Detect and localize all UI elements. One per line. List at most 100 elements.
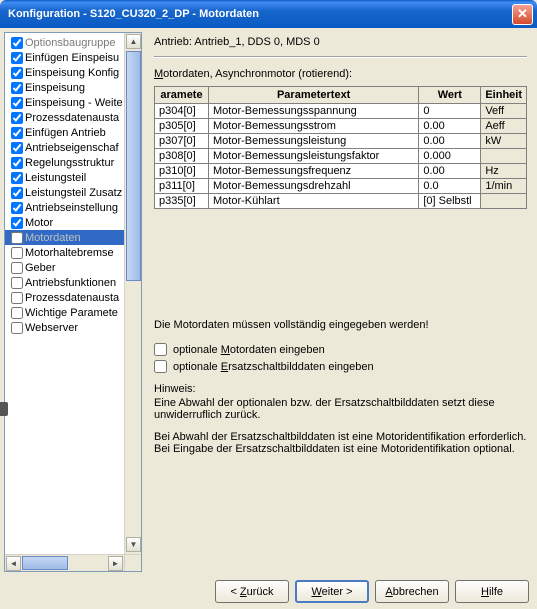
tree-item[interactable]: Antriebseinstellung <box>5 200 141 215</box>
table-row: p304[0]Motor-Bemessungsspannung0Veff <box>155 104 527 119</box>
scroll-down-icon[interactable]: ▼ <box>126 537 141 552</box>
window-title: Konfiguration - S120_CU320_2_DP - Motord… <box>4 8 259 20</box>
tree-item[interactable]: Motorhaltebremse <box>5 245 141 260</box>
table-cell[interactable]: 0.0 <box>419 179 481 194</box>
button-bar: < Zurück Weiter > Abbrechen Hilfe <box>0 576 537 609</box>
tree-list: OptionsbaugruppeEinfügen Einspeisu Einspe… <box>5 33 141 554</box>
tree-label: Antriebsfunktionen <box>25 277 116 289</box>
tree-item[interactable]: Geber <box>5 260 141 275</box>
tree-item[interactable]: Antriebsfunktionen <box>5 275 141 290</box>
main-panel: Antrieb: Antrieb_1, DDS 0, MDS 0 Motorda… <box>148 32 533 572</box>
close-button[interactable]: ✕ <box>512 4 533 25</box>
scroll-right-icon[interactable]: ► <box>108 556 123 571</box>
tree-label: Optionsbaugruppe <box>25 37 116 49</box>
tree-item[interactable]: Einfügen Einspeisu <box>5 50 141 65</box>
table-cell: Motor-Bemessungsleistung <box>209 134 419 149</box>
table-cell[interactable]: [0] Selbstl <box>419 194 481 209</box>
chk-opt1-label: optionale Motordaten eingeben <box>173 344 325 356</box>
tree-checkbox[interactable] <box>11 82 23 94</box>
back-button[interactable]: < Zurück <box>215 580 289 603</box>
checkbox-optional-ersatz[interactable]: optionale Ersatzschaltbilddaten eingeben <box>154 360 527 373</box>
tree-item[interactable]: Prozessdatenausta <box>5 290 141 305</box>
table-cell: Motor-Kühlart <box>209 194 419 209</box>
table-cell: Motor-Bemessungsfrequenz <box>209 164 419 179</box>
tree-label: Leistungsteil <box>25 172 86 184</box>
tree-checkbox[interactable] <box>11 277 23 289</box>
tree-checkbox[interactable] <box>11 172 23 184</box>
tree-item[interactable]: Leistungsteil Zusatz <box>5 185 141 200</box>
tree-item[interactable]: Einfügen Antrieb <box>5 125 141 140</box>
checkbox-optional-motordaten[interactable]: optionale Motordaten eingeben <box>154 343 527 356</box>
drive-info: Antrieb: Antrieb_1, DDS 0, MDS 0 <box>154 36 527 48</box>
tree-checkbox[interactable] <box>11 217 23 229</box>
table-row: p311[0]Motor-Bemessungsdrehzahl0.01/min <box>155 179 527 194</box>
table-cell: Motor-Bemessungsleistungsfaktor <box>209 149 419 164</box>
tree-checkbox[interactable] <box>11 292 23 304</box>
table-cell: p311[0] <box>155 179 209 194</box>
tree-checkbox[interactable] <box>11 52 23 64</box>
tree-checkbox[interactable] <box>11 202 23 214</box>
tree-checkbox[interactable] <box>11 97 23 109</box>
cancel-button[interactable]: Abbrechen <box>375 580 449 603</box>
tree-checkbox[interactable] <box>11 142 23 154</box>
table-cell[interactable]: 0.00 <box>419 119 481 134</box>
tree-item[interactable]: Motordaten <box>5 230 141 245</box>
tree-checkbox[interactable] <box>11 37 23 49</box>
tree-label: Motordaten <box>25 232 81 244</box>
tree-item[interactable]: Wichtige Paramete <box>5 305 141 320</box>
tree-label: Einfügen Antrieb <box>25 127 106 139</box>
table-cell: Veff <box>481 104 527 119</box>
next-button[interactable]: Weiter > <box>295 580 369 603</box>
hint-text-1: Eine Abwahl der optionalen bzw. der Ersa… <box>154 397 527 421</box>
table-cell[interactable]: 0.00 <box>419 164 481 179</box>
tree-label: Motor <box>25 217 53 229</box>
hint-label: Hinweis: <box>154 383 527 395</box>
table-cell[interactable]: 0 <box>419 104 481 119</box>
tree-checkbox[interactable] <box>11 232 23 244</box>
tree-label: Einspeisung Konfig <box>25 67 119 79</box>
tree-item[interactable]: Einspeisung Konfig <box>5 65 141 80</box>
table-cell: 1/min <box>481 179 527 194</box>
table-cell: p304[0] <box>155 104 209 119</box>
tree-label: Antriebseigenschaf <box>25 142 119 154</box>
tree-item[interactable]: Webserver <box>5 320 141 335</box>
chk-opt1[interactable] <box>154 343 167 356</box>
table-cell: p305[0] <box>155 119 209 134</box>
table-cell <box>481 149 527 164</box>
tree-item[interactable]: Motor <box>5 215 141 230</box>
table-cell: Hz <box>481 164 527 179</box>
hint-text-2: Bei Abwahl der Ersatzschaltbilddaten ist… <box>154 431 527 455</box>
tree-item[interactable]: Einspeisung - Weite <box>5 95 141 110</box>
scroll-corner <box>124 555 141 571</box>
tree-checkbox[interactable] <box>11 157 23 169</box>
tree-item[interactable]: Optionsbaugruppe <box>5 35 141 50</box>
tree-checkbox[interactable] <box>11 112 23 124</box>
tree-checkbox[interactable] <box>11 307 23 319</box>
tree-item[interactable]: Prozessdatenausta <box>5 110 141 125</box>
tree-checkbox[interactable] <box>11 67 23 79</box>
column-header: aramete <box>155 87 209 104</box>
tree-scrollbar-vertical[interactable]: ▲ ▼ <box>124 33 141 554</box>
tree-item[interactable]: Antriebseigenschaf <box>5 140 141 155</box>
table-cell[interactable]: 0.00 <box>419 134 481 149</box>
tree-item[interactable]: Einspeisung <box>5 80 141 95</box>
scroll-left-icon[interactable]: ◄ <box>6 556 21 571</box>
tree-item[interactable]: Regelungsstruktur <box>5 155 141 170</box>
scroll-thumb-h[interactable] <box>22 556 68 570</box>
tree-checkbox[interactable] <box>11 247 23 259</box>
tree-checkbox[interactable] <box>11 322 23 334</box>
tree-item[interactable]: Leistungsteil <box>5 170 141 185</box>
motor-data-table: arameteParametertextWertEinheit p304[0]M… <box>154 86 527 209</box>
help-button[interactable]: Hilfe <box>455 580 529 603</box>
tree-checkbox[interactable] <box>11 187 23 199</box>
chk-opt2[interactable] <box>154 360 167 373</box>
scroll-up-icon[interactable]: ▲ <box>126 34 141 49</box>
tree-scrollbar-horizontal[interactable]: ◄ ► <box>5 554 141 571</box>
table-cell: Motor-Bemessungsdrehzahl <box>209 179 419 194</box>
tree-checkbox[interactable] <box>11 127 23 139</box>
table-cell[interactable]: 0.000 <box>419 149 481 164</box>
tree-label: Einspeisung <box>25 82 85 94</box>
scroll-thumb-v[interactable] <box>126 51 141 281</box>
table-row: p305[0]Motor-Bemessungsstrom0.00Aeff <box>155 119 527 134</box>
tree-checkbox[interactable] <box>11 262 23 274</box>
